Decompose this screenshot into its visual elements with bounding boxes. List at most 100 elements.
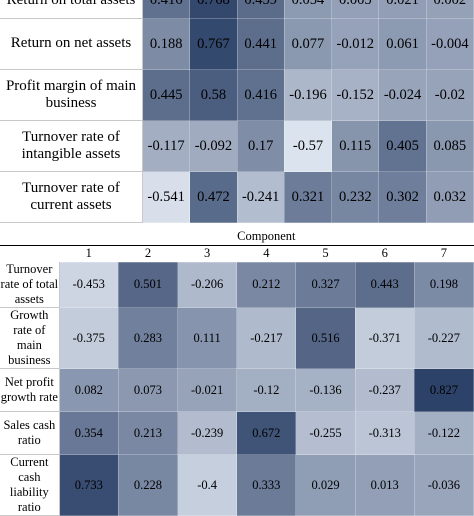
heatmap-cell: -0.117 <box>141 120 191 172</box>
table-row: Current cash liability ratio 0.733 0.228 -0… <box>0 454 474 516</box>
heatmap-cell: 0.672 <box>236 411 297 455</box>
heatmap-cell: -0.4 <box>177 454 238 516</box>
column-number: 5 <box>295 245 356 262</box>
heatmap-cell: 0.085 <box>425 120 474 172</box>
heatmap-cell: -0.12 <box>236 368 297 412</box>
heatmap-cell: -0.371 <box>354 307 415 369</box>
row-label: Return on total assets <box>0 0 143 19</box>
heatmap-cell: -0.024 <box>378 69 427 121</box>
heatmap-cell: 0.032 <box>425 171 474 223</box>
heatmap-cell: 0.459 <box>236 0 285 19</box>
column-number: 6 <box>355 245 415 262</box>
heatmap-cell: -0.255 <box>295 411 356 455</box>
heatmap-cell: 0.198 <box>413 261 474 308</box>
heatmap-cell: 0.768 <box>189 0 238 19</box>
row-label: Growth rate of main business <box>0 307 60 369</box>
heatmap-cell: 0.212 <box>236 261 297 308</box>
heatmap-cell: 0.441 <box>236 18 285 70</box>
heatmap-cell: 0.445 <box>141 69 191 121</box>
column-number: 4 <box>236 245 296 262</box>
heatmap-cell: -0.012 <box>331 18 380 70</box>
table-row: Turnover rate of intangible assets -0.117… <box>0 120 474 172</box>
heatmap-cell: -0.375 <box>58 307 119 369</box>
column-number: 7 <box>414 245 474 262</box>
table-row: Turnover rate of current assets -0.541 0.4… <box>0 171 474 223</box>
row-label: Turnover rate of total assets <box>0 262 60 308</box>
heatmap-cell: 0.327 <box>295 261 356 308</box>
row-label: Profit margin of main business <box>0 69 143 121</box>
component-header: Component <box>59 228 474 246</box>
table-row: Sales cash ratio 0.354 0.213 -0.239 0.672 -0.… <box>0 411 474 455</box>
heatmap-cell: 0.021 <box>378 0 427 19</box>
heatmap-cell: 0.354 <box>58 411 119 455</box>
heatmap-cell: 0.013 <box>354 454 415 516</box>
heatmap-cell: 0.302 <box>378 171 427 223</box>
row-label: Turnover rate of intangible assets <box>0 120 143 172</box>
heatmap-cell: 0.733 <box>58 454 119 516</box>
row-label: Turnover rate of current assets <box>0 171 143 223</box>
heatmap-cell: -0.02 <box>425 69 474 121</box>
heatmap-cell: 0.58 <box>189 69 238 121</box>
heatmap-cell: 0.054 <box>283 0 333 19</box>
heatmap-cell: -0.152 <box>331 69 380 121</box>
heatmap-cell: -0.004 <box>425 18 474 70</box>
loadings-table-top: Return on total assets0.4160.7680.4590.0… <box>0 0 474 223</box>
heatmap-cell: 0.405 <box>378 120 427 172</box>
heatmap-cell: -0.313 <box>354 411 415 455</box>
heatmap-cell: -0.241 <box>236 171 285 223</box>
heatmap-cell: 0.077 <box>283 18 333 70</box>
heatmap-cell: 0.767 <box>189 18 238 70</box>
heatmap-cell: 0.283 <box>117 307 179 369</box>
table-row: Return on net assets 0.188 0.767 0.441 0.077… <box>0 18 474 70</box>
heatmap-cell: 0.321 <box>283 171 333 223</box>
heatmap-cell: 0.005 <box>331 0 380 19</box>
heatmap-cell: -0.196 <box>283 69 333 121</box>
row-label: Return on net assets <box>0 18 143 70</box>
heatmap-cell: 0.416 <box>141 0 191 19</box>
row-label: Current cash liability ratio <box>0 454 60 516</box>
heatmap-cell: -0.092 <box>189 120 238 172</box>
header-blank <box>0 245 60 262</box>
heatmap-cell: 0.213 <box>117 411 179 455</box>
heatmap-cell: 0.827 <box>413 368 474 412</box>
heatmap-cell: 0.061 <box>378 18 427 70</box>
heatmap-cell: 0.17 <box>236 120 285 172</box>
heatmap-cell: 0.228 <box>117 454 179 516</box>
header-blank <box>0 228 60 246</box>
heatmap-cell: -0.036 <box>413 454 474 516</box>
heatmap-cell: 0.002 <box>425 0 474 19</box>
heatmap-cell: 0.111 <box>177 307 238 369</box>
heatmap-cell: 0.443 <box>354 261 415 308</box>
column-number: 3 <box>177 245 237 262</box>
heatmap-cell: 0.082 <box>58 368 119 412</box>
row-label: Net profit growth rate <box>0 368 60 412</box>
table-row: Net profit growth rate 0.082 0.073 -0.021 -0… <box>0 368 474 412</box>
heatmap-cell: -0.57 <box>283 120 333 172</box>
table-row: Profit margin of main business 0.445 0.58 0… <box>0 69 474 121</box>
heatmap-cell: 0.073 <box>117 368 179 412</box>
column-number: 1 <box>59 245 119 262</box>
heatmap-cell: 0.416 <box>236 69 285 121</box>
heatmap-cell: -0.453 <box>58 261 119 308</box>
heatmap-cell: 0.516 <box>295 307 356 369</box>
table-row: Return on total assets0.4160.7680.4590.0… <box>0 0 474 19</box>
heatmap-cell: 0.501 <box>117 261 179 308</box>
heatmap-cell: -0.136 <box>295 368 356 412</box>
heatmap-cell: -0.206 <box>177 261 238 308</box>
heatmap-cell: 0.115 <box>331 120 380 172</box>
row-label: Sales cash ratio <box>0 411 60 455</box>
heatmap-cell: 0.232 <box>331 171 380 223</box>
heatmap-cell: -0.227 <box>413 307 474 369</box>
heatmap-cell: 0.029 <box>295 454 356 516</box>
heatmap-cell: -0.239 <box>177 411 238 455</box>
table-row: Turnover rate of total assets -0.453 0.501… <box>0 261 474 308</box>
heatmap-cell: -0.541 <box>141 171 191 223</box>
table-row: Growth rate of main business -0.375 0.283 0… <box>0 307 474 369</box>
heatmap-cell: -0.021 <box>177 368 238 412</box>
heatmap-cell: 0.333 <box>236 454 297 516</box>
column-number: 2 <box>118 245 178 262</box>
heatmap-cell: -0.217 <box>236 307 297 369</box>
heatmap-cell: -0.122 <box>413 411 474 455</box>
heatmap-cell: -0.237 <box>354 368 415 412</box>
